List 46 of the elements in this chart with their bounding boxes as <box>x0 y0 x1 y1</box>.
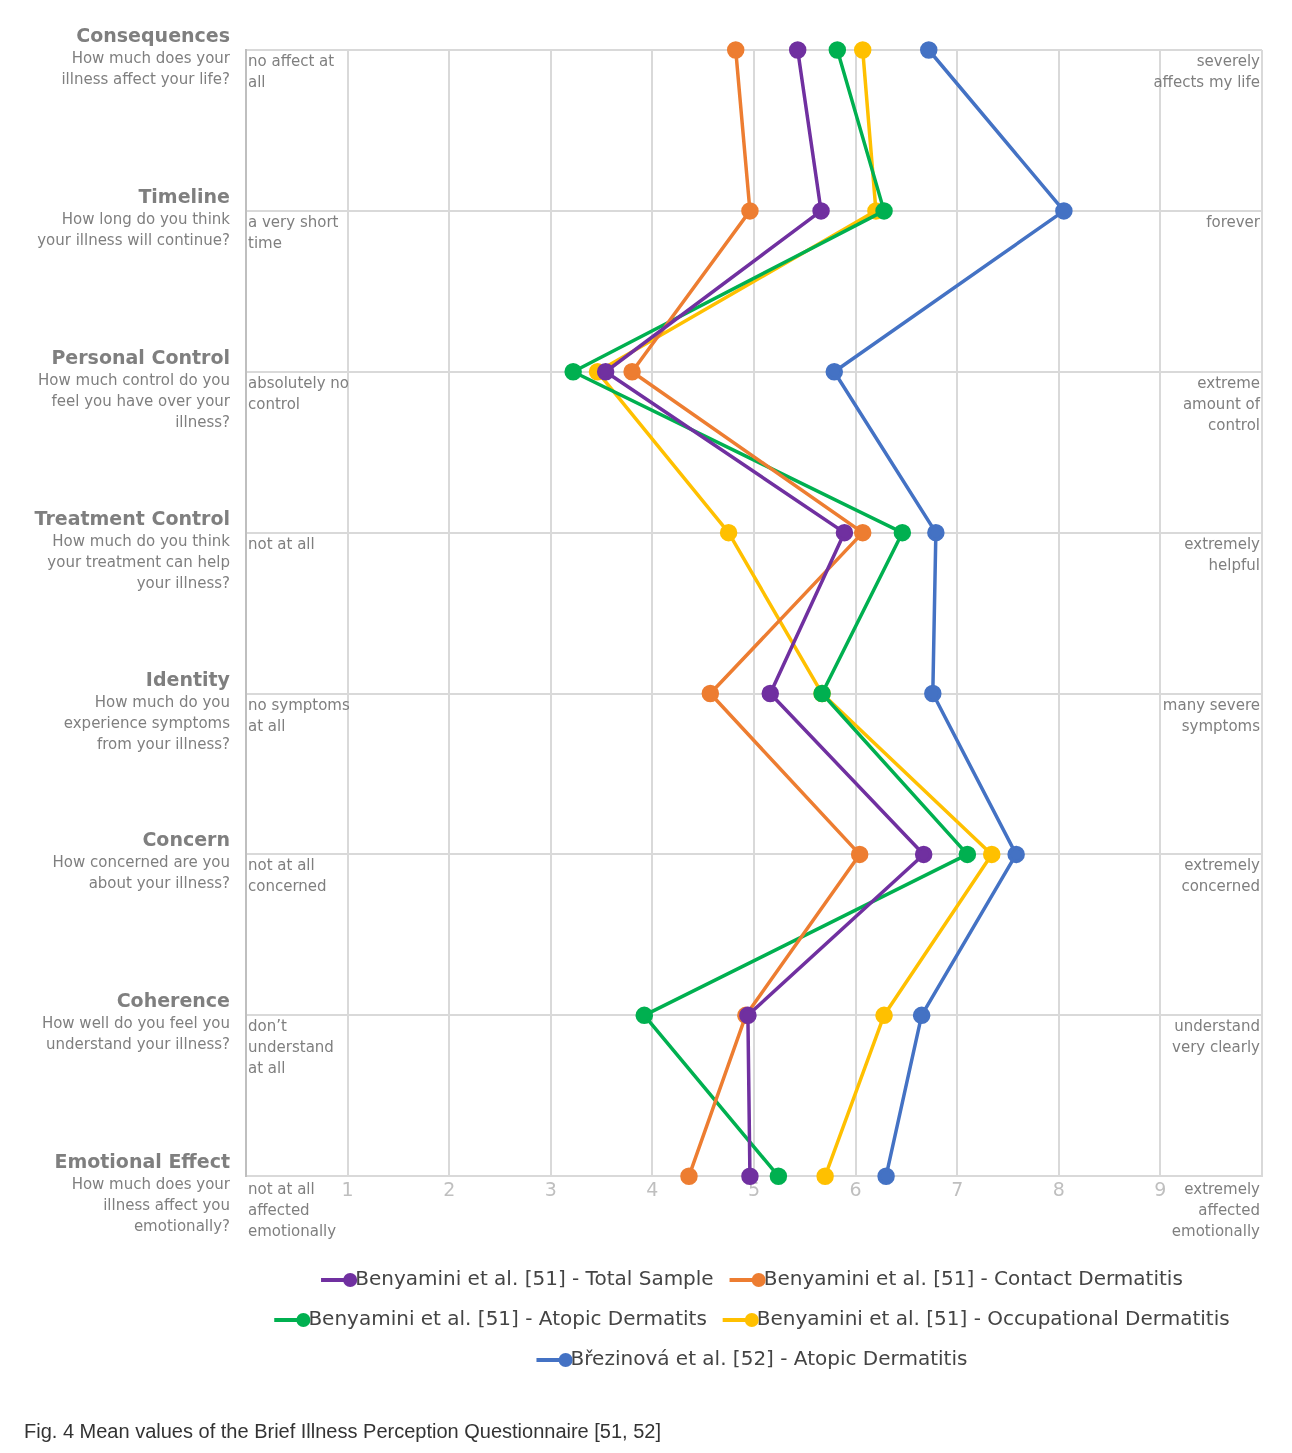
legend-label: Benyamini et al. [51] - Total Sample <box>355 1266 714 1291</box>
annotation: not at all <box>248 533 316 555</box>
y-tick-label: Treatment Control <box>33 506 230 529</box>
text: How much do you experience symptoms from your illness? <box>62 691 230 755</box>
annotation: extremely concerned <box>1180 855 1260 898</box>
y-tick-label: Identity <box>144 667 230 690</box>
annotation: absolutely no control <box>248 372 350 415</box>
text: How concerned are you about your illness? <box>51 852 230 895</box>
text: How much do you think your treatment can help your illness? <box>46 530 230 594</box>
annotation: a very short time <box>248 211 340 254</box>
y-tick-label: Coherence <box>115 989 230 1012</box>
annotation: no symptoms at all <box>248 694 351 737</box>
annotation: severely affects my life <box>1152 51 1260 93</box>
text: How much does your illness affect your life? <box>60 48 230 90</box>
x-tick-label: 3 <box>544 1177 557 1200</box>
text: How long do you think your illness will continue? <box>36 208 230 251</box>
x-tick-label: 9 <box>1154 1177 1167 1200</box>
text: extremely affected emotionally <box>1171 1180 1260 1241</box>
annotation: many severe symptoms <box>1161 694 1260 737</box>
legend-label: Březinová et al. [52] - Atopic Dermatitis <box>570 1346 968 1371</box>
annotation: don’t understand at all <box>248 1016 335 1080</box>
text: How much control do you feel you have over your illness? <box>37 369 230 433</box>
annotation: understand very clearly <box>1171 1016 1260 1059</box>
text: not at all affected emotionally <box>248 1180 337 1241</box>
x-tick-label: 4 <box>646 1177 659 1200</box>
text: How well do you feel you understand your illness? <box>40 1013 230 1056</box>
x-tick-label: 2 <box>443 1177 456 1200</box>
x-tick-label: 1 <box>341 1177 354 1200</box>
y-tick-label: Concern <box>141 828 230 851</box>
annotation: no affect at all <box>248 51 336 93</box>
legend-label: Benyamini et al. [51] - Contact Dermatitis <box>763 1266 1183 1291</box>
y-tick-label: Consequences <box>75 24 230 46</box>
legend-label: Benyamini et al. [51] - Occupational Dermatitis <box>756 1306 1230 1331</box>
y-tick-label: Timeline <box>137 184 230 207</box>
legend-label: Benyamini et al. [51] - Atopic Dermatits <box>308 1306 707 1331</box>
x-tick-label: 8 <box>1052 1177 1065 1200</box>
annotation: forever <box>1205 211 1260 233</box>
y-tick-label: Personal Control <box>50 345 230 368</box>
x-tick-label: 6 <box>849 1177 862 1200</box>
y-tick-label: Emotional Effect <box>53 1150 230 1173</box>
annotation: not at all concerned <box>248 855 328 898</box>
text: Fig. 4 Mean values of the Brief Illness Perception Questionnaire [51, 52] <box>24 1420 662 1443</box>
text: How much does your illness affect you emotionally? <box>70 1174 230 1238</box>
annotation: extremely helpful <box>1183 533 1260 576</box>
x-tick-label: 7 <box>951 1177 964 1200</box>
annotation: extreme amount of control <box>1181 372 1260 436</box>
